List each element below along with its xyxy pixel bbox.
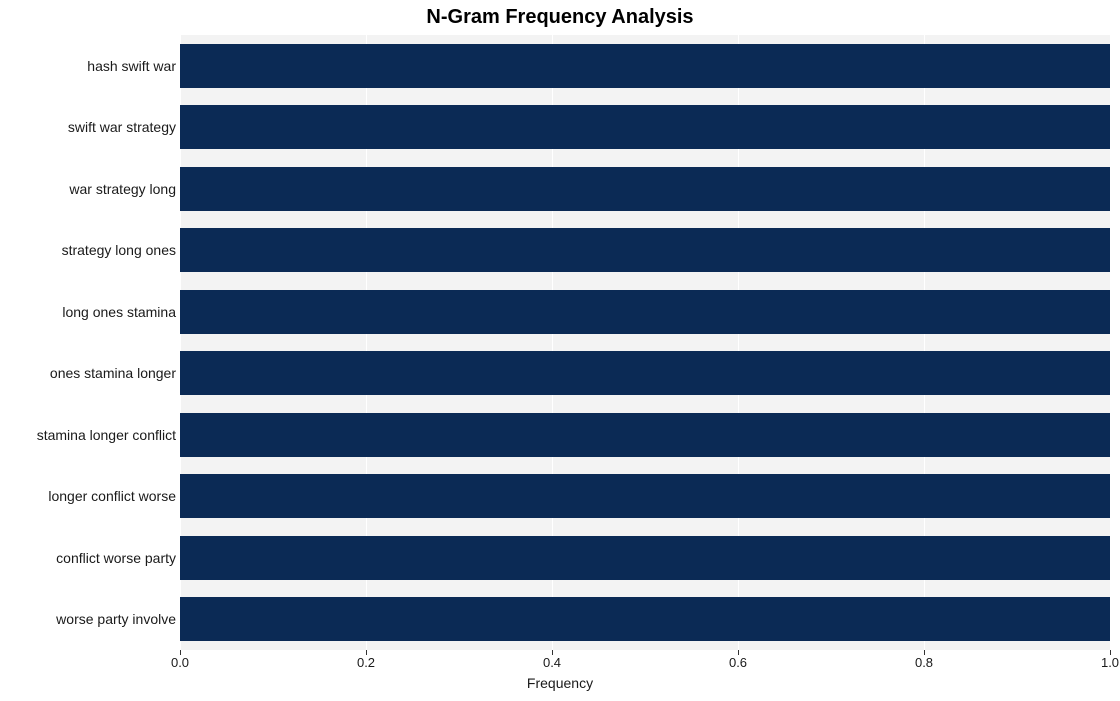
x-tick-label: 0.4 [543,655,561,670]
y-tick-label: worse party involve [56,611,176,627]
bar [180,474,1110,518]
bar [180,536,1110,580]
y-tick-label: conflict worse party [56,550,176,566]
x-tick-label: 0.0 [171,655,189,670]
y-tick-label: swift war strategy [68,119,176,135]
bar [180,105,1110,149]
y-tick-label: ones stamina longer [50,365,176,381]
bar [180,290,1110,334]
chart-title: N-Gram Frequency Analysis [0,6,1120,29]
bar [180,167,1110,211]
y-tick-label: hash swift war [87,58,176,74]
bar [180,597,1110,641]
x-tick-label: 0.8 [915,655,933,670]
x-tick-label: 1.0 [1101,655,1119,670]
y-tick-label: stamina longer conflict [37,427,176,443]
y-tick-label: longer conflict worse [48,488,176,504]
x-tick-label: 0.2 [357,655,375,670]
plot-area [180,35,1110,650]
bar [180,351,1110,395]
grid-line [1110,35,1111,650]
x-tick-label: 0.6 [729,655,747,670]
bar [180,413,1110,457]
xaxis-title: Frequency [0,675,1120,691]
bar [180,44,1110,88]
ngram-frequency-chart: N-Gram Frequency Analysis Frequency hash… [0,0,1120,701]
y-tick-label: long ones stamina [62,304,176,320]
bar [180,228,1110,272]
y-tick-label: war strategy long [69,181,176,197]
y-tick-label: strategy long ones [62,242,176,258]
